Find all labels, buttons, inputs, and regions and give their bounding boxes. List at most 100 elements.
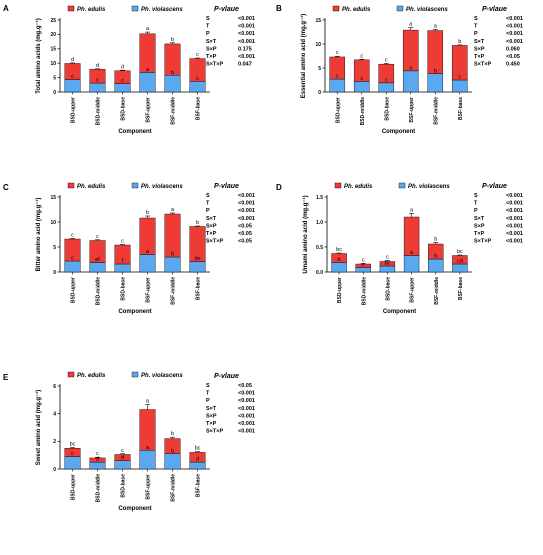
y-tick-label: 6 bbox=[53, 384, 56, 390]
letter-total: c bbox=[360, 53, 363, 59]
letter-total: a bbox=[434, 24, 438, 30]
stat-term: T bbox=[206, 391, 210, 397]
stat-term: S bbox=[206, 383, 210, 389]
legend: Ph. edulis Ph. violascens bbox=[67, 371, 183, 379]
category-label: BSF-base bbox=[196, 277, 202, 300]
stat-value: <0.001 bbox=[238, 216, 255, 222]
letter-total: c bbox=[121, 448, 124, 454]
stat-value: <0.05 bbox=[238, 231, 252, 237]
legend-label-violascens: Ph. violascens bbox=[406, 7, 448, 13]
legend: Ph. edulis Ph. violascens bbox=[67, 5, 183, 13]
y-axis-label: Umami amino acid (mg.g⁻¹) bbox=[302, 195, 309, 273]
category-label: BSF-upper bbox=[146, 277, 152, 303]
stat-value: <0.001 bbox=[506, 208, 523, 214]
letter-total: a bbox=[410, 208, 414, 214]
bar-violascens bbox=[428, 258, 444, 273]
letter-violascens: a bbox=[146, 445, 150, 451]
stat-term: T×P bbox=[206, 421, 217, 427]
y-tick-label: 0 bbox=[318, 90, 321, 96]
stat-value: 0.175 bbox=[238, 46, 252, 52]
panel-label: E bbox=[3, 373, 9, 382]
stat-term: S×P bbox=[206, 223, 217, 229]
legend-swatch-violascens bbox=[131, 371, 139, 378]
stat-term: P bbox=[474, 208, 478, 214]
category-label: BSF-upper bbox=[146, 474, 152, 500]
stat-term: S bbox=[206, 193, 210, 199]
panel-c: C Ph. edulis Ph. violascens 0 5 10 15 Bitter am… bbox=[3, 182, 255, 315]
stat-value: <0.001 bbox=[506, 31, 523, 37]
letter-total: bc bbox=[457, 249, 463, 255]
bar-violascens bbox=[114, 263, 131, 273]
letter-total: c bbox=[96, 451, 99, 457]
stat-value: <0.05 bbox=[238, 239, 252, 245]
stat-value: <0.001 bbox=[506, 16, 523, 22]
p-value-table: P-vlaue S <0.001 T <0.001 P <0.001 S×T <0.001 S×P… bbox=[474, 6, 523, 68]
letter-violascens: c bbox=[71, 451, 74, 457]
category-label: BSF-upper bbox=[409, 97, 415, 123]
stat-value: <0.001 bbox=[238, 421, 255, 427]
legend-swatch-edulis bbox=[332, 5, 340, 12]
letter-violascens: c bbox=[385, 77, 388, 83]
stat-value: <0.001 bbox=[238, 413, 255, 419]
category-label: BSD-middle bbox=[96, 474, 102, 503]
letter-total: bc bbox=[195, 446, 201, 452]
category-label: BSD-upper bbox=[71, 277, 77, 303]
stat-term: T bbox=[474, 24, 478, 30]
letter-total: c bbox=[96, 234, 99, 240]
letter-total: c bbox=[385, 57, 388, 63]
category-label: BSF-upper bbox=[146, 97, 152, 123]
legend-label-edulis: Ph. edulis bbox=[344, 184, 373, 190]
stat-term: S×T×P bbox=[206, 239, 223, 245]
x-axis-label: Component bbox=[382, 129, 415, 135]
p-value-title: P-vlaue bbox=[214, 373, 239, 380]
category-label: BSD-base bbox=[121, 97, 127, 121]
letter-total: d bbox=[96, 63, 99, 69]
legend-label-edulis: Ph. edulis bbox=[77, 373, 106, 379]
legend-swatch-edulis bbox=[67, 182, 75, 189]
stat-value: <0.001 bbox=[238, 406, 255, 412]
letter-violascens: b bbox=[171, 70, 174, 76]
stat-term: T bbox=[206, 201, 210, 207]
y-tick-label: 4 bbox=[53, 411, 56, 417]
letter-total: b bbox=[171, 37, 174, 43]
legend: Ph. edulis Ph. violascens bbox=[334, 182, 450, 190]
bar-violascens bbox=[64, 79, 81, 93]
letter-total: d bbox=[71, 57, 74, 63]
category-label: BSD-base bbox=[385, 277, 391, 301]
stat-value: <0.001 bbox=[238, 208, 255, 214]
bar-violascens bbox=[89, 461, 106, 470]
stat-value: <0.05 bbox=[238, 383, 252, 389]
bar-violascens bbox=[164, 453, 181, 470]
y-tick-label: 10 bbox=[50, 61, 56, 67]
panel-d: D Ph. edulis Ph. violascens 0.0 0.5 1.0 1.5 Uma… bbox=[276, 182, 523, 315]
legend-swatch-edulis bbox=[67, 5, 75, 12]
stat-value: <0.001 bbox=[238, 391, 255, 397]
y-tick-label: 2 bbox=[53, 439, 56, 445]
bar-violascens bbox=[403, 255, 420, 273]
letter-violascens: c bbox=[362, 262, 365, 268]
stat-value: 0.450 bbox=[506, 62, 520, 68]
letter-violascens: cd bbox=[457, 259, 463, 265]
legend-label-violascens: Ph. violascens bbox=[408, 184, 450, 190]
bar-violascens bbox=[331, 262, 347, 273]
stat-value: <0.001 bbox=[238, 54, 255, 60]
letter-total: a bbox=[146, 26, 150, 32]
category-label: BSD-upper bbox=[71, 97, 77, 123]
bar-violascens bbox=[452, 263, 468, 273]
x-axis-label: Component bbox=[118, 129, 151, 135]
stat-value: <0.001 bbox=[506, 223, 523, 229]
category-label: BSD-middle bbox=[360, 97, 366, 126]
y-tick-label: 5 bbox=[53, 245, 56, 251]
category-label: BSF-middle bbox=[171, 474, 177, 502]
category-label: BSD-middle bbox=[361, 277, 367, 306]
category-label: BSD-middle bbox=[96, 97, 102, 126]
bar-violascens bbox=[402, 70, 419, 93]
letter-total: b bbox=[196, 220, 199, 226]
panel-label: D bbox=[276, 183, 282, 192]
letter-violascens: ef bbox=[95, 257, 100, 263]
letter-total: b bbox=[434, 237, 437, 243]
p-value-title: P-vlaue bbox=[214, 183, 239, 190]
y-axis-label: Sweet amino acid (mg.g⁻¹) bbox=[35, 390, 42, 466]
bar-violascens bbox=[89, 82, 106, 93]
legend-label-edulis: Ph. edulis bbox=[342, 7, 371, 13]
